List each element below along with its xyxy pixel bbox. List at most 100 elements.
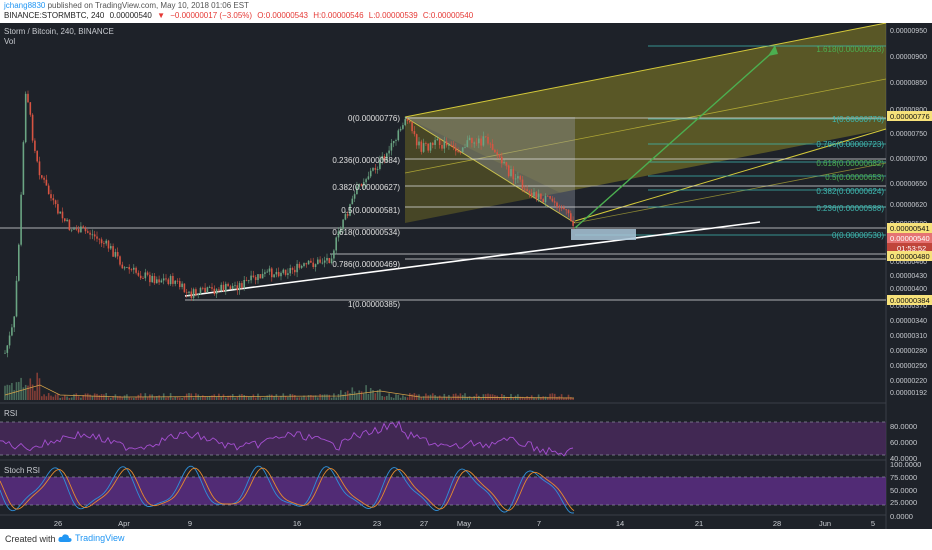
stoch-k-line[interactable]: [0, 465, 575, 514]
channel-mid-line[interactable]: [404, 78, 887, 174]
volume-bar: [289, 393, 291, 400]
volume-bar: [50, 395, 52, 400]
candle-body: [360, 184, 363, 186]
volume-bar: [296, 397, 298, 400]
volume-bar: [319, 394, 321, 400]
candle-body: [392, 140, 395, 144]
author-link[interactable]: jchang8830: [4, 1, 46, 10]
candle-body: [535, 192, 538, 200]
candle-body: [87, 231, 89, 233]
support-trendline[interactable]: [184, 221, 761, 297]
volume-bar: [478, 395, 480, 400]
volume-bar: [340, 390, 342, 400]
projection-arrow[interactable]: [574, 49, 776, 229]
volume-bar: [243, 395, 245, 400]
ext-label-0786: 0.786(0.00000723): [816, 140, 884, 149]
volume-bar: [459, 393, 462, 400]
chart-canvas[interactable]: 0(0.00000776) 0.236(0.00000684) 0.382(0.…: [0, 23, 932, 529]
volume-bar: [372, 390, 374, 400]
fib-extension-lines[interactable]: [575, 45, 886, 236]
volume-bar: [229, 395, 232, 400]
chart-area[interactable]: 0(0.00000776) 0.236(0.00000684) 0.382(0.…: [0, 23, 932, 529]
candle-body: [34, 140, 36, 151]
volume-bar: [307, 395, 310, 400]
candle-body: [112, 246, 114, 257]
candle-body: [337, 231, 340, 238]
fib-retracement-lines[interactable]: [0, 117, 886, 301]
candle-body: [399, 128, 402, 131]
volume-bar: [392, 397, 395, 400]
volume-bar: [43, 394, 45, 400]
candle-body: [503, 162, 505, 164]
volume-bar: [305, 397, 308, 400]
volume-bar: [553, 393, 556, 400]
candle-body: [457, 151, 459, 153]
stoch-band: [0, 477, 886, 505]
candle-body: [202, 287, 204, 289]
candle-body: [179, 281, 181, 288]
volume-bar: [213, 394, 216, 400]
candle-body: [468, 137, 471, 141]
pitchfork-channel-fill[interactable]: [405, 23, 886, 223]
tag-cur2-text: 0.00000540: [890, 234, 930, 243]
candle-body: [257, 274, 259, 281]
cloud-icon: [58, 533, 72, 542]
target-box[interactable]: [571, 229, 636, 240]
volume-bar: [176, 396, 179, 400]
stoch-d-line[interactable]: [0, 467, 575, 512]
volume-bar: [142, 396, 144, 400]
candle-body: [565, 209, 567, 211]
time-axis-labels[interactable]: 26 Apr 9 16 23 27 May 7 14 21 28 Jun 5: [54, 519, 875, 528]
fib-label-0: 0(0.00000776): [348, 114, 400, 123]
candle-body: [248, 280, 250, 282]
candle-body: [105, 240, 107, 244]
candle-body: [570, 213, 572, 221]
candle-body: [452, 145, 455, 148]
candle-body: [133, 267, 135, 270]
pitchfork-handle[interactable]: [404, 116, 576, 224]
candle-body: [489, 143, 492, 145]
candle-body: [126, 267, 128, 268]
volume-bar: [15, 382, 18, 400]
candle-body: [181, 283, 183, 288]
volume-bar: [29, 378, 32, 400]
candle-body: [298, 263, 301, 268]
price-axis[interactable]: [886, 23, 932, 529]
volume-bar: [45, 396, 48, 400]
fib-label-1: 1(0.00000385): [348, 300, 400, 309]
candle-body: [273, 274, 275, 278]
channel-outer-line[interactable]: [574, 162, 887, 224]
candle-body: [528, 191, 531, 193]
candle-body: [498, 154, 501, 157]
volume-bar: [468, 396, 471, 400]
volume-bar: [158, 395, 160, 400]
time-axis-label: 9: [188, 519, 192, 528]
price-axis-label: 0.00000430: [890, 273, 927, 280]
price-axis-label: 0.00000310: [890, 333, 927, 340]
candle-body: [381, 156, 383, 160]
candlestick-series[interactable]: [4, 90, 574, 358]
candle-body: [77, 229, 80, 233]
channel-upper-line[interactable]: [404, 23, 887, 118]
volume-bar: [68, 397, 71, 400]
volume-bar: [119, 395, 121, 400]
volume-bar: [24, 384, 27, 400]
volume-bar: [199, 396, 202, 400]
volume-bar: [61, 397, 64, 400]
volume-bar: [567, 394, 570, 400]
rsi-line[interactable]: [0, 420, 574, 457]
volume-bar: [404, 396, 406, 400]
footer: Created with TradingView: [0, 529, 932, 550]
candle-body: [227, 283, 229, 287]
candle-body: [300, 266, 303, 268]
tradingview-logo[interactable]: TradingView: [58, 533, 125, 543]
candle-body: [13, 316, 15, 328]
volume-bar: [570, 397, 572, 400]
stoch-axis-0: 0.0000: [890, 512, 913, 521]
candle-body: [250, 275, 252, 281]
price-axis-label: 0.00000620: [890, 202, 927, 209]
volume-bar: [6, 384, 9, 400]
tradingview-brand: TradingView: [75, 533, 125, 543]
tag-countdown: [887, 243, 932, 253]
candle-body: [192, 289, 195, 298]
